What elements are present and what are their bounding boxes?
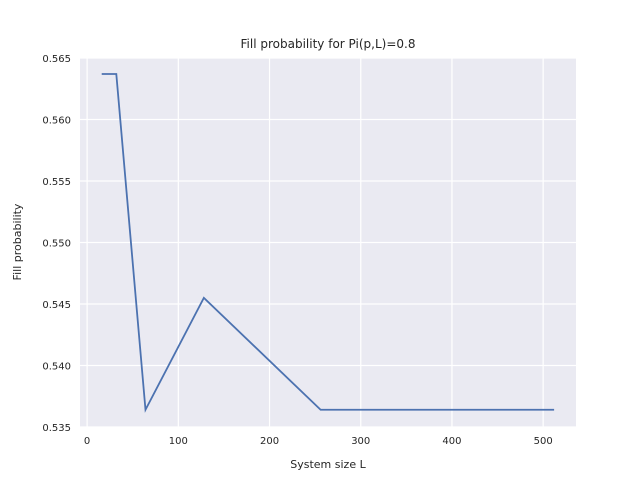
y-tick-label: 0.545: [42, 300, 71, 311]
y-tick-label: 0.555: [42, 177, 71, 188]
x-tick-label: 400: [442, 436, 461, 447]
x-axis-label: System size L: [290, 458, 366, 471]
series-layer: [101, 73, 555, 413]
grid-lines: [80, 57, 576, 428]
x-tick-label: 300: [351, 436, 370, 447]
x-tick-label: 200: [260, 436, 279, 447]
y-tick-label: 0.565: [42, 54, 71, 65]
series-line: [101, 73, 555, 413]
tick-labels: 0 100 200 300 400 500 0.535 0.540 0.545 0.550 0.55…: [42, 54, 552, 447]
y-tick-label: 0.540: [42, 362, 71, 373]
x-tick-label: 500: [534, 436, 553, 447]
x-tick-label: 100: [169, 436, 188, 447]
y-tick-label: 0.550: [42, 239, 71, 250]
y-tick-label: 0.535: [42, 423, 71, 434]
y-tick-label: 0.560: [42, 116, 71, 127]
y-axis-label: Fill probability: [11, 203, 24, 280]
chart-title: Fill probability for Pi(p,L)=0.8: [241, 37, 416, 51]
x-tick-label: 0: [84, 436, 90, 447]
